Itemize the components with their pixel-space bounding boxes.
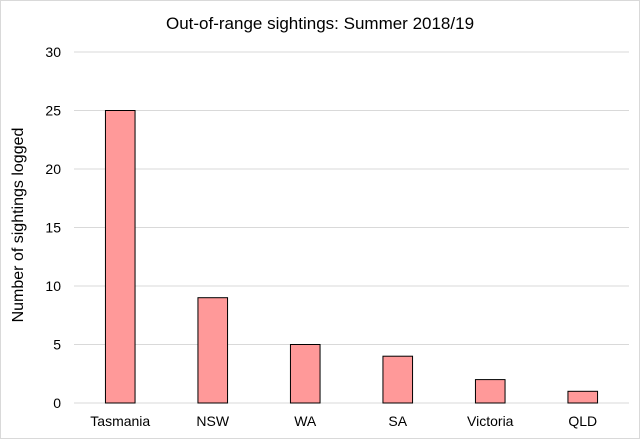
y-tick-label: 25 (45, 103, 61, 119)
bars (104, 110, 599, 404)
y-tick-label: 0 (53, 395, 61, 411)
x-axis-labels: Tasmania NSW WA SA Victoria QLD (90, 413, 597, 429)
bar-tasmania (104, 110, 136, 404)
x-tick-label: SA (388, 413, 407, 429)
bar-nsw (197, 297, 229, 404)
gridlines (74, 51, 629, 404)
y-tick-label: 15 (45, 220, 61, 236)
x-tick-label: WA (294, 413, 317, 429)
y-axis-ticks: 0 5 10 15 20 25 30 (45, 44, 61, 411)
x-tick-label: Tasmania (90, 413, 150, 429)
bar-qld (567, 390, 599, 404)
y-axis-title: Number of sightings logged (10, 128, 27, 323)
x-tick-label: Victoria (467, 413, 514, 429)
y-tick-label: 5 (53, 337, 61, 353)
x-tick-label: QLD (568, 413, 597, 429)
bar-wa (289, 344, 321, 404)
y-tick-label: 10 (45, 278, 61, 294)
y-tick-label: 30 (45, 44, 61, 60)
y-tick-label: 20 (45, 161, 61, 177)
bar-sa (382, 355, 414, 404)
x-tick-label: NSW (196, 413, 229, 429)
chart-title: Out-of-range sightings: Summer 2018/19 (166, 14, 474, 33)
bar-victoria (474, 379, 506, 404)
